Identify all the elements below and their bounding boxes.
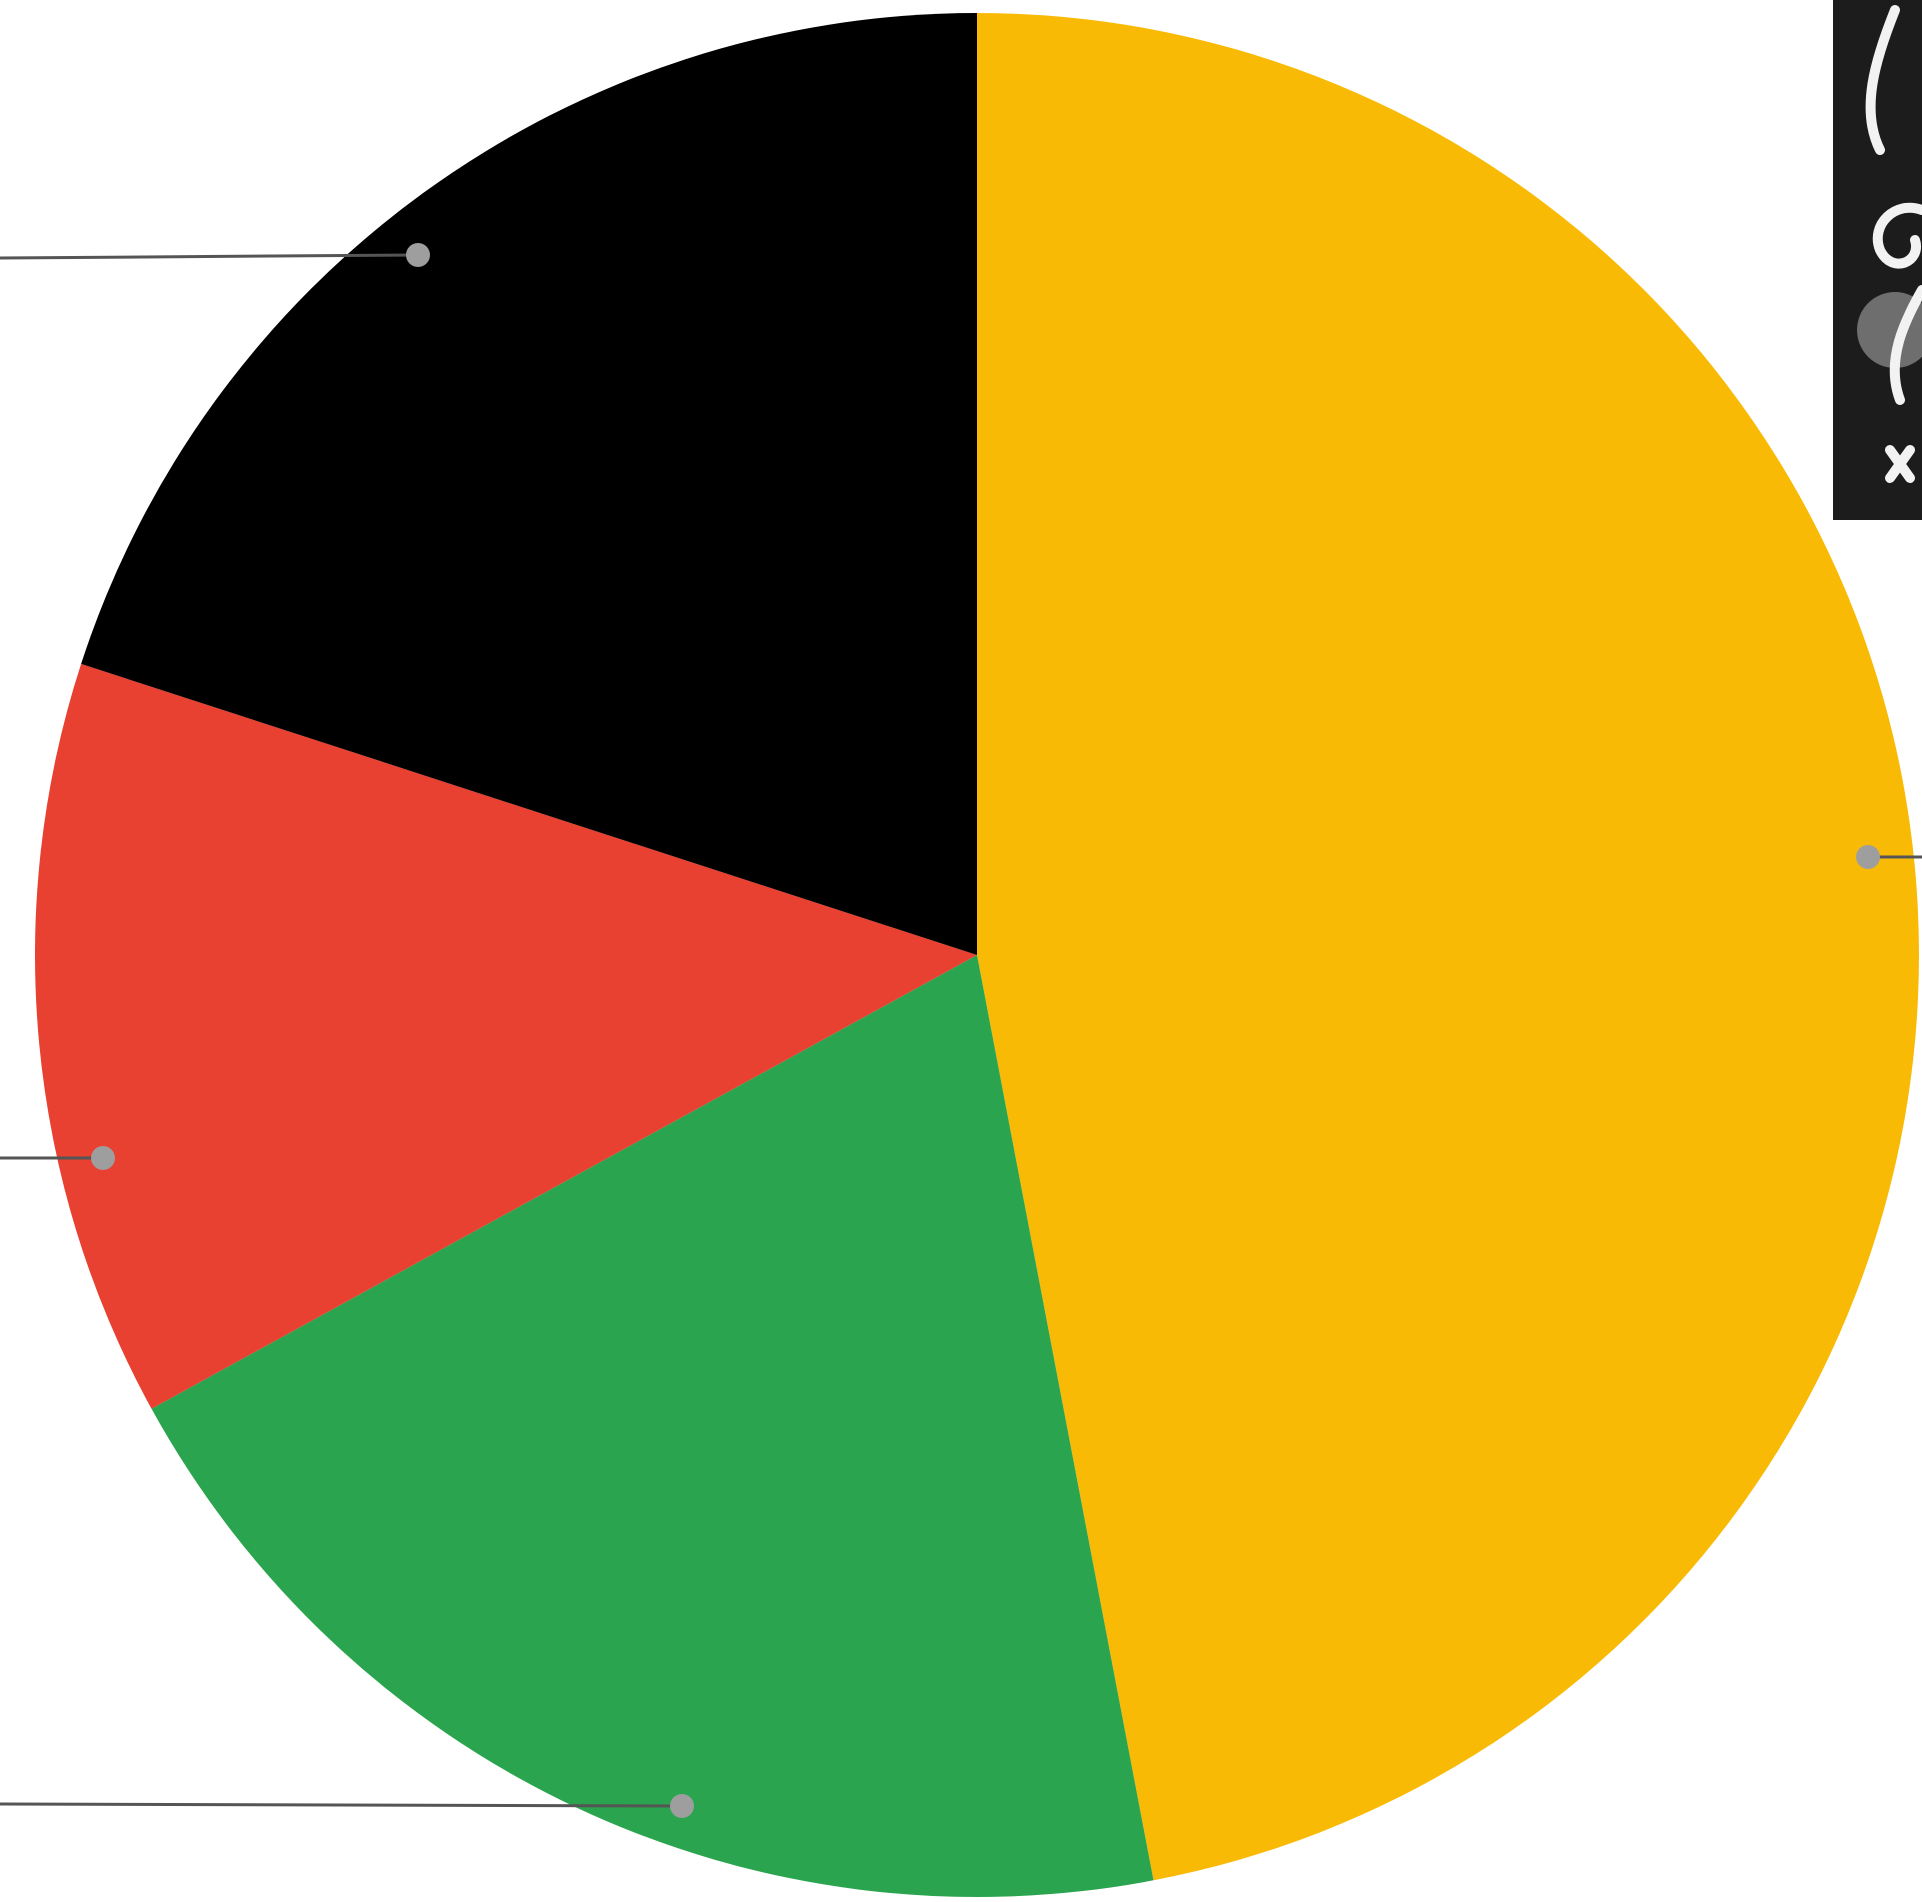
leader-dot-4 bbox=[406, 243, 430, 267]
pie-slices bbox=[34, 13, 1919, 1897]
leader-lines bbox=[0, 243, 1922, 1818]
pie-slice-1[interactable] bbox=[977, 13, 1919, 1881]
leader-line-4 bbox=[0, 253, 419, 260]
photo-thumbnail-icon bbox=[1833, 0, 1922, 520]
pie-slice-4[interactable] bbox=[81, 13, 978, 955]
pie-slice-2[interactable] bbox=[151, 955, 1154, 1897]
pie-slice-3[interactable] bbox=[34, 663, 977, 1409]
leader-dot-2 bbox=[670, 1794, 694, 1818]
leader-dot-3 bbox=[91, 1146, 115, 1170]
leader-dot-1 bbox=[1856, 845, 1880, 869]
leader-line-2 bbox=[0, 1802, 683, 1808]
